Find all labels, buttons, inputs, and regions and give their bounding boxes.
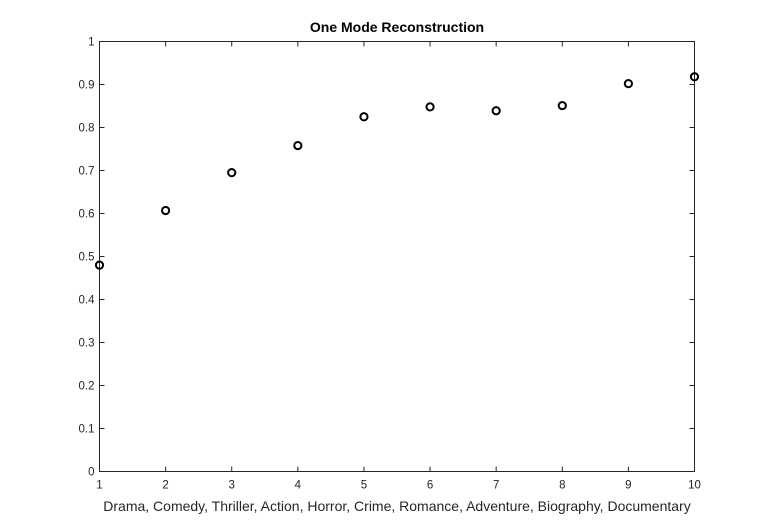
x-tick-label: 9 bbox=[625, 480, 631, 492]
data-point bbox=[227, 168, 237, 178]
data-points bbox=[94, 72, 700, 270]
y-tick-label: 1 bbox=[88, 37, 94, 49]
y-tick-label: 0.2 bbox=[79, 381, 95, 393]
x-tick-label: 3 bbox=[229, 480, 235, 492]
x-tick-label: 10 bbox=[688, 480, 701, 492]
y-tick-label: 0 bbox=[88, 467, 94, 479]
y-tick-label: 0.8 bbox=[79, 123, 95, 135]
x-tick-label: 8 bbox=[559, 480, 565, 492]
x-tick-label: 5 bbox=[361, 480, 367, 492]
data-point bbox=[293, 140, 303, 151]
data-point bbox=[491, 106, 501, 116]
data-point bbox=[557, 100, 567, 111]
y-tick-label: 0.3 bbox=[79, 338, 95, 350]
x-tick-label: 6 bbox=[427, 480, 433, 492]
y-axis-ticks: 0 0.1 0.2 0.3 0.4 0.5 0.6 0.7 0.8 0.9 1 bbox=[79, 37, 695, 479]
x-tick-label: 4 bbox=[295, 480, 302, 492]
data-point bbox=[94, 260, 105, 270]
data-point bbox=[425, 102, 435, 112]
data-point bbox=[161, 205, 171, 216]
y-tick-label: 0.4 bbox=[79, 295, 96, 307]
x-tick-label: 7 bbox=[493, 480, 499, 492]
chart-title: One Mode Reconstruction bbox=[310, 19, 484, 35]
x-tick-label: 1 bbox=[96, 480, 102, 492]
y-tick-label: 0.7 bbox=[79, 166, 95, 178]
data-point bbox=[689, 72, 700, 82]
data-point bbox=[623, 79, 633, 89]
y-tick-label: 0.6 bbox=[79, 209, 95, 221]
x-axis-ticks: 1 2 3 4 5 6 7 8 9 10 bbox=[96, 41, 701, 492]
data-point bbox=[359, 112, 369, 122]
x-axis-label: Drama, Comedy, Thriller, Action, Horror,… bbox=[103, 498, 690, 514]
y-tick-label: 0.1 bbox=[79, 424, 95, 436]
x-tick-label: 2 bbox=[162, 480, 168, 492]
plot-area bbox=[99, 41, 695, 472]
y-tick-label: 0.5 bbox=[79, 252, 95, 264]
y-tick-label: 0.9 bbox=[79, 80, 95, 92]
